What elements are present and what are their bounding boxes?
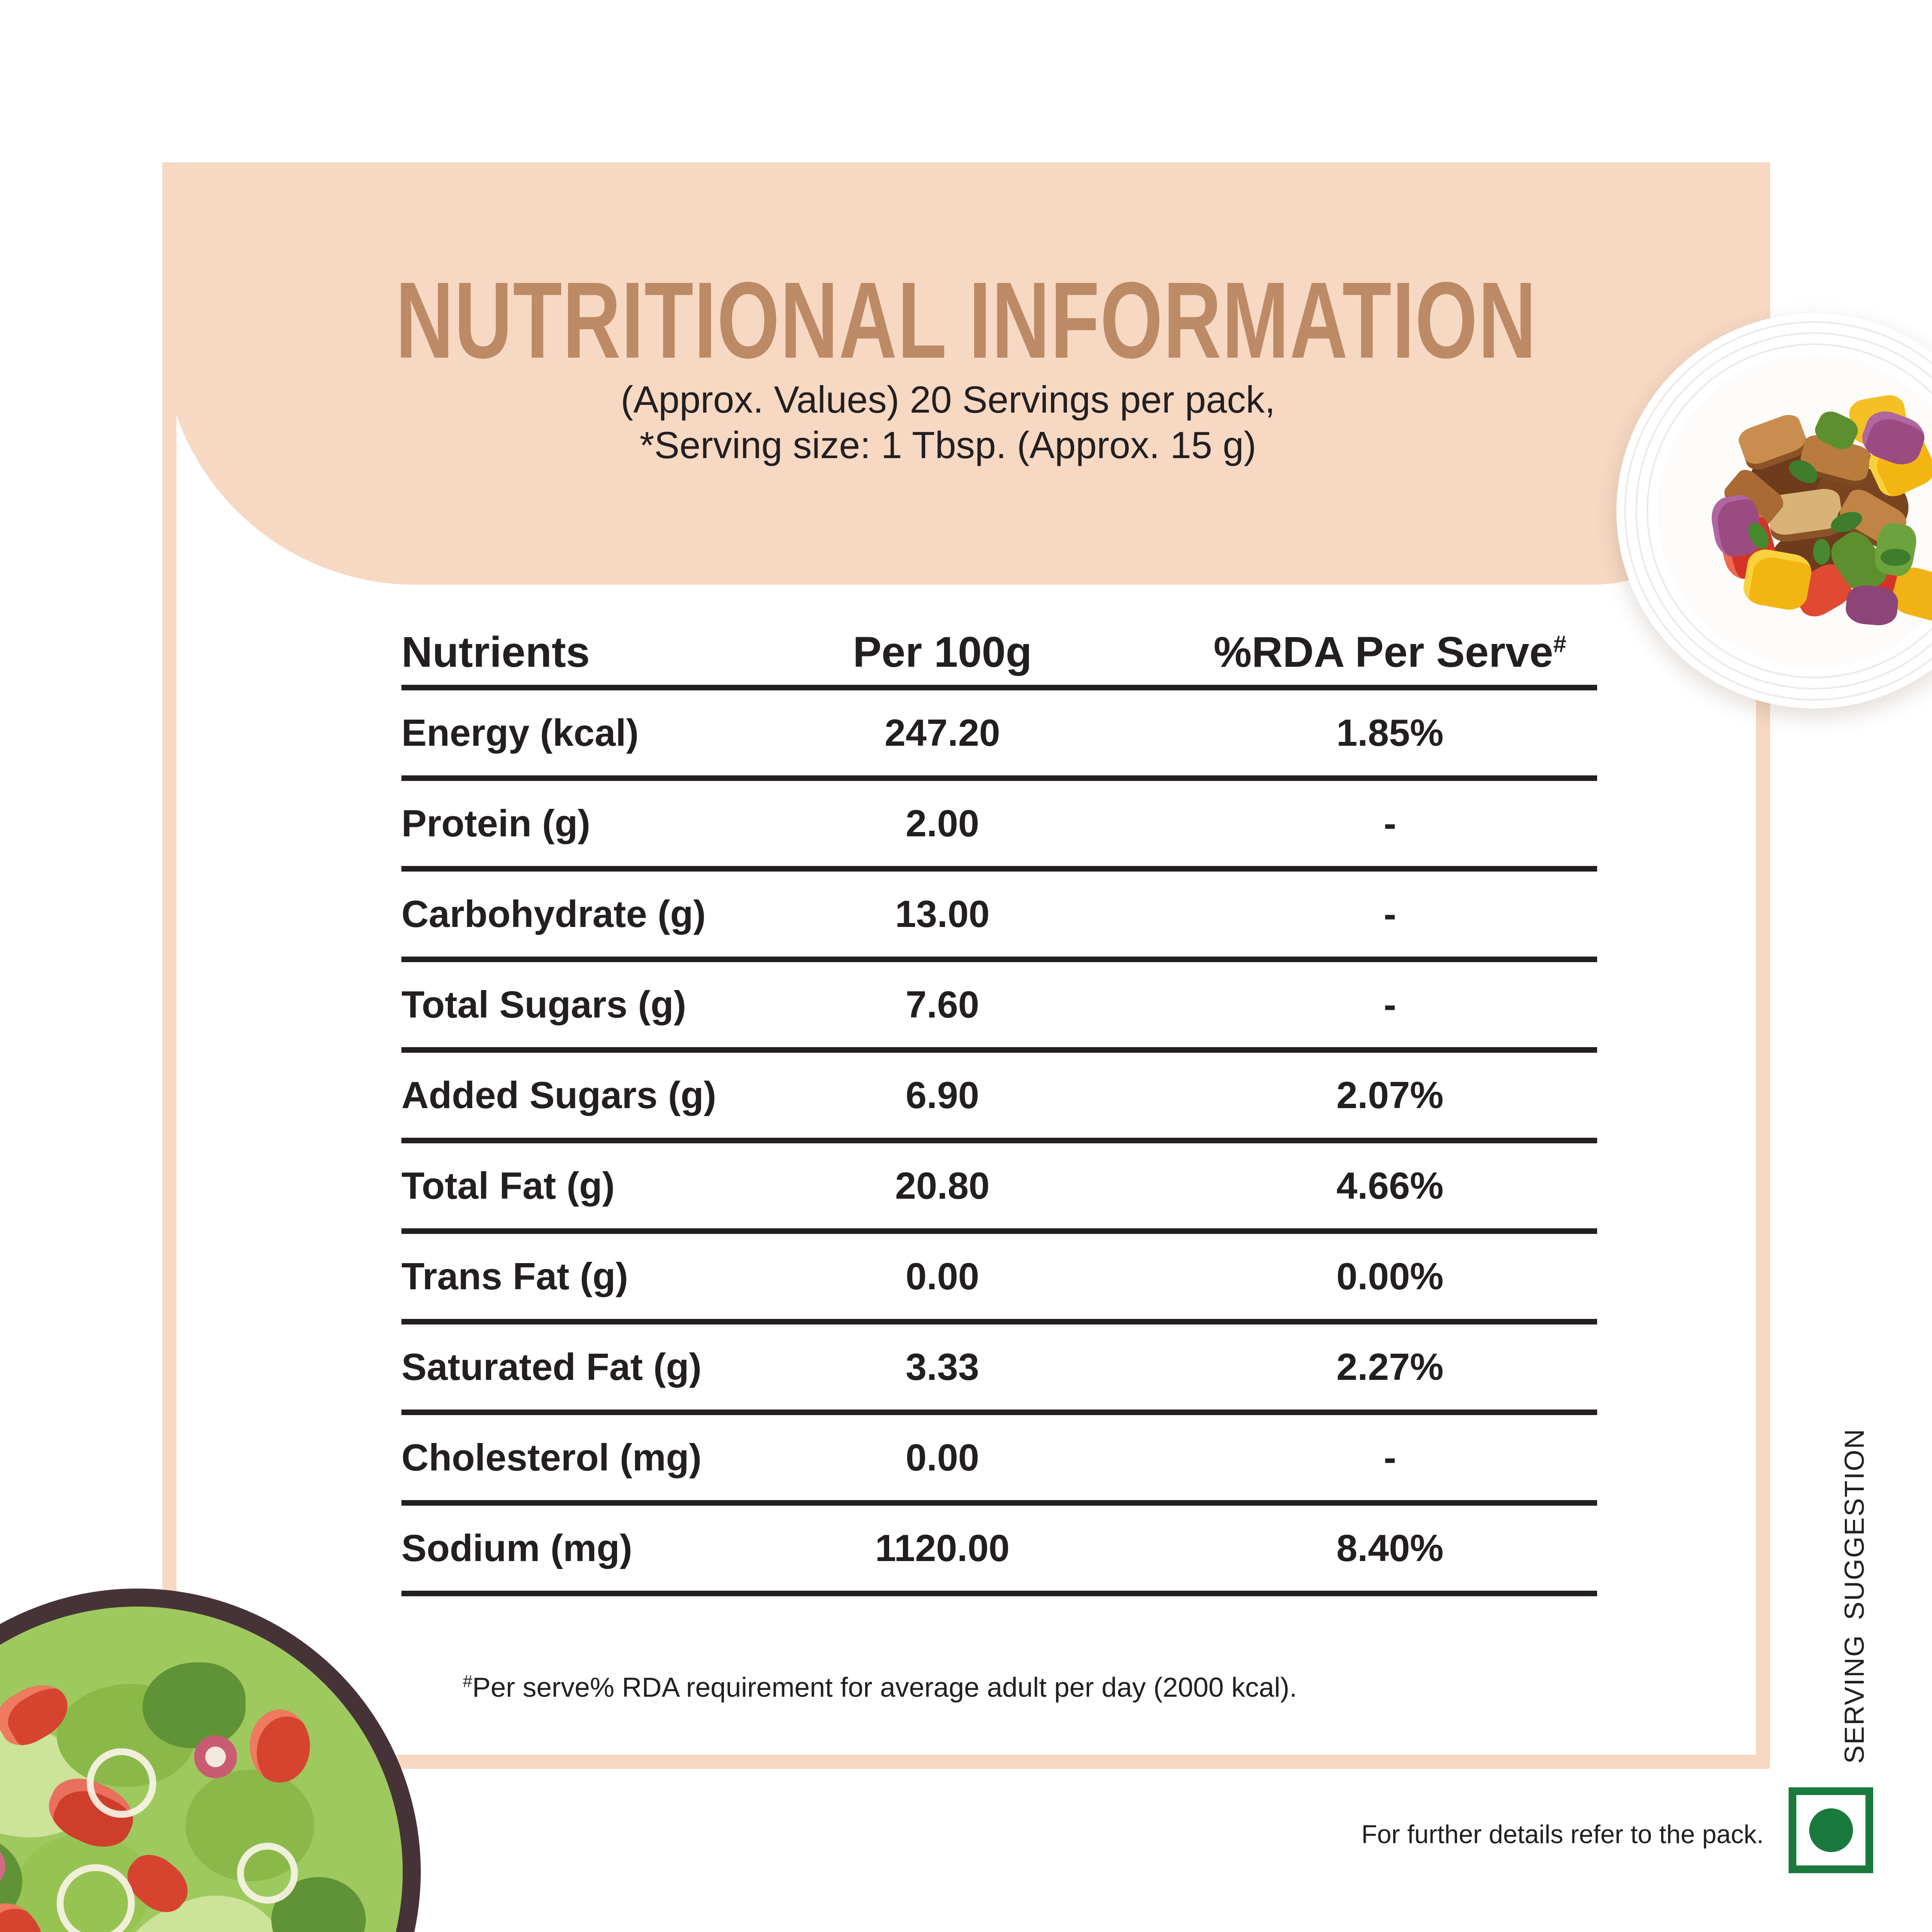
per-100g-value-cell: 2.00 [905,802,979,844]
subtitle-line-1: (Approx. Values) 20 Servings per pack, [620,378,1276,421]
vegetarian-mark-icon [1789,1787,1873,1873]
nutrition-table: Nutrients Per 100g %RDA Per Serve# Energ… [401,625,1597,1596]
nutrient-name-cell: Trans Fat (g) [401,1255,629,1297]
rda-per-serve-value-cell: 2.07% [1336,1074,1444,1116]
rda-per-serve-value-cell: - [1383,802,1397,844]
page-title: NUTRITIONAL INFORMATION [395,259,1537,381]
table-row: Saturated Fat (g) 3.33 2.27% [401,1324,1597,1415]
table-row: Energy (kcal) 247.20 1.85% [401,690,1597,781]
per-100g-value-cell: 0.00 [905,1436,979,1479]
nutrient-name-cell: Protein (g) [401,802,590,844]
nutrient-name-cell: Carbohydrate (g) [401,893,706,935]
nutrient-name-cell: Cholesterol (mg) [401,1436,702,1479]
rda-per-serve-value-cell: - [1383,1436,1397,1479]
per-100g-value-cell: 3.33 [905,1346,979,1388]
header-block [162,162,1770,585]
rda-per-serve-value-cell: 0.00% [1336,1255,1444,1297]
table-row: Trans Fat (g) 0.00 0.00% [401,1234,1597,1324]
per-100g-value-cell: 6.90 [905,1074,979,1116]
vegetarian-green-dot [1809,1808,1853,1852]
paneer-tikka-plate-photo [1616,313,1932,708]
rda-per-serve-value-cell: - [1383,893,1397,935]
table-row: Total Sugars (g) 7.60 - [401,962,1597,1053]
rda-superscript: # [1553,630,1567,657]
per-100g-value-cell: 0.00 [905,1255,979,1297]
nutrient-name-cell: Saturated Fat (g) [401,1346,702,1388]
subtitle-line-2: *Serving size: 1 Tbsp. (Approx. 15 g) [639,423,1257,466]
nutrient-name-cell: Added Sugars (g) [401,1074,717,1116]
footnote: #Per serve% RDA requirement for average … [463,1672,1297,1703]
per-100g-value-cell: 247.20 [884,711,1000,754]
per-100g-value-cell: 1120.00 [875,1527,1010,1569]
column-header-rda-per-serve: %RDA Per Serve# [1213,628,1567,676]
footnote-superscript: # [463,1672,473,1691]
table-row: Carbohydrate (g) 13.00 - [401,872,1597,962]
rda-per-serve-value-cell: - [1383,983,1397,1026]
table-row: Total Fat (g) 20.80 4.66% [401,1143,1597,1234]
nutrient-name-cell: Total Sugars (g) [401,983,687,1026]
nutrient-name-cell: Energy (kcal) [401,711,639,754]
table-row: Protein (g) 2.00 - [401,781,1597,872]
per-100g-value-cell: 7.60 [905,983,979,1026]
rda-per-serve-value-cell: 8.40% [1336,1527,1444,1569]
rda-per-serve-value-cell: 4.66% [1336,1164,1444,1207]
subtitle: (Approx. Values) 20 Servings per pack, *… [162,377,1734,468]
table-row: Added Sugars (g) 6.90 2.07% [401,1053,1597,1143]
nutrient-name-cell: Total Fat (g) [401,1164,615,1207]
further-details-note: For further details refer to the pack. [1361,1820,1764,1849]
column-header-nutrients: Nutrients [401,628,590,676]
table-row: Sodium (mg) 1120.00 8.40% [401,1506,1597,1596]
serving-suggestion-label: SERVING SUGGESTION [1839,1428,1870,1764]
rda-per-serve-value-cell: 2.27% [1336,1346,1444,1388]
nutrient-name-cell: Sodium (mg) [401,1527,632,1569]
column-header-per-100g: Per 100g [853,628,1032,676]
rda-per-serve-value-cell: 1.85% [1336,711,1444,754]
table-header-row: Nutrients Per 100g %RDA Per Serve# [401,625,1597,690]
table-row: Cholesterol (mg) 0.00 - [401,1415,1597,1506]
per-100g-value-cell: 13.00 [895,893,990,935]
per-100g-value-cell: 20.80 [895,1164,990,1207]
